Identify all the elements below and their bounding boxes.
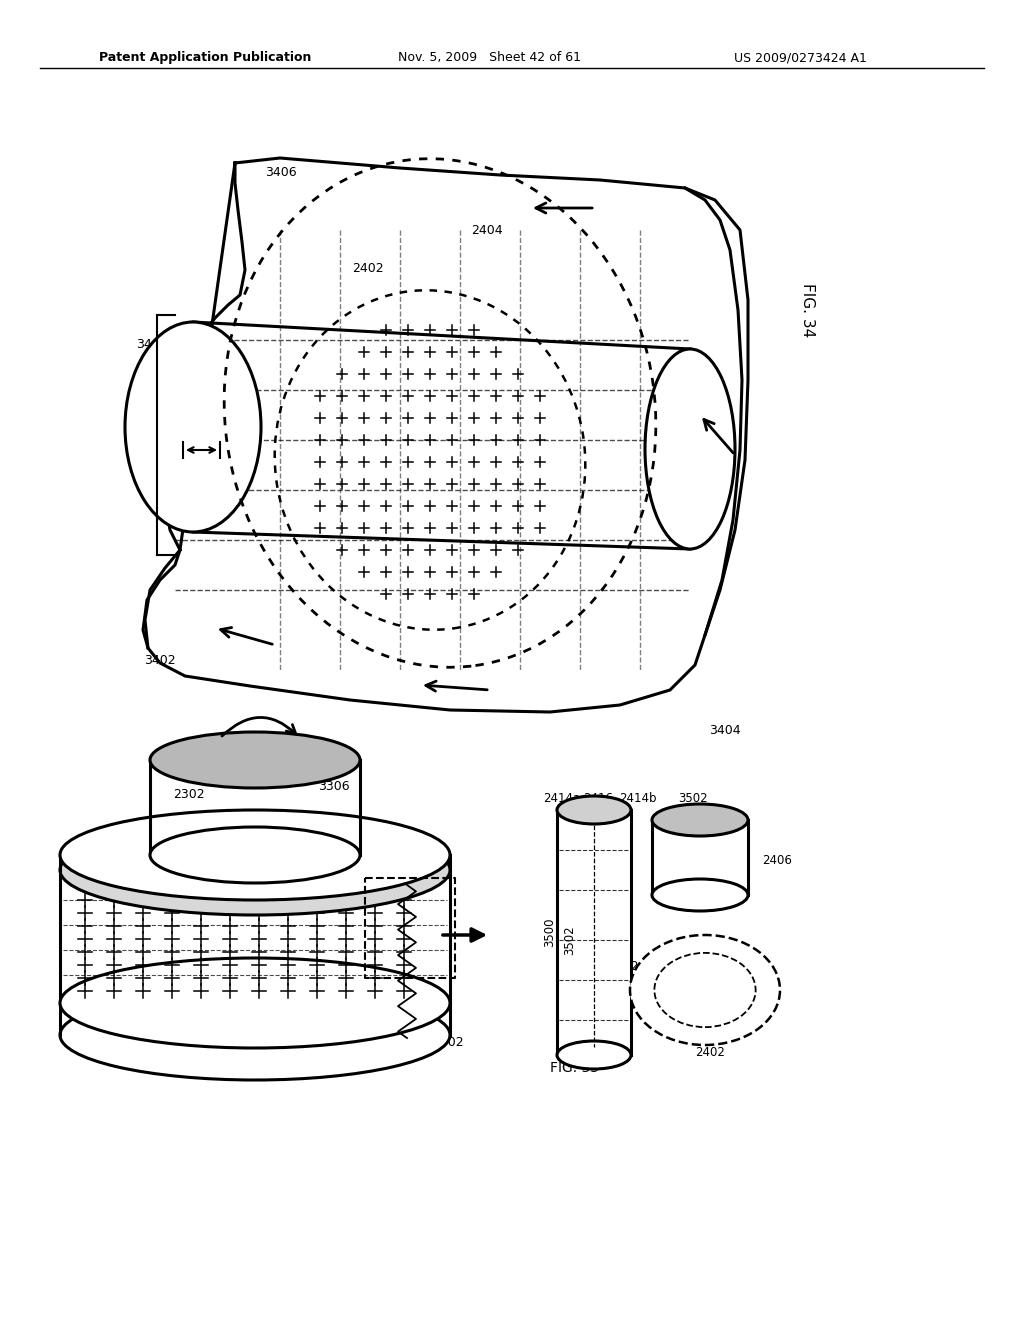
Text: 2306: 2306 [135,887,167,899]
Text: 3304: 3304 [418,861,450,874]
Ellipse shape [150,733,360,788]
Text: Nov. 5, 2009   Sheet 42 of 61: Nov. 5, 2009 Sheet 42 of 61 [398,51,582,65]
Ellipse shape [652,879,748,911]
Ellipse shape [60,810,450,900]
Ellipse shape [557,1041,631,1069]
Ellipse shape [557,796,631,824]
Text: 2404: 2404 [471,223,503,236]
Text: 2406: 2406 [630,961,660,974]
Ellipse shape [630,935,780,1045]
Polygon shape [143,158,748,711]
Text: FIG. 35: FIG. 35 [550,1061,599,1074]
Text: FIG. 33: FIG. 33 [160,744,209,759]
Text: 3400: 3400 [136,338,168,351]
Text: US 2009/0273424 A1: US 2009/0273424 A1 [733,51,866,65]
Text: 3406: 3406 [265,165,297,178]
Ellipse shape [150,828,360,883]
Text: 2414: 2414 [143,432,175,445]
Ellipse shape [60,825,450,915]
Text: 3302: 3302 [432,1035,464,1048]
Text: 2302: 2302 [173,788,205,801]
Text: 3502: 3502 [563,925,577,954]
Text: 2402: 2402 [695,1045,725,1059]
Ellipse shape [125,322,261,532]
Ellipse shape [654,953,756,1027]
Text: 2402: 2402 [352,261,384,275]
Text: 2414b: 2414b [620,792,656,804]
Ellipse shape [60,958,450,1048]
Ellipse shape [645,348,735,549]
Text: FIG. 34: FIG. 34 [800,282,815,337]
Ellipse shape [60,990,450,1080]
Text: 3404: 3404 [710,723,740,737]
Text: 2406: 2406 [178,474,210,487]
Text: 3402: 3402 [144,653,176,667]
Ellipse shape [652,804,748,836]
Text: 3500: 3500 [544,917,556,946]
Text: 2416: 2416 [583,792,613,804]
Text: Patent Application Publication: Patent Application Publication [98,51,311,65]
Text: 3306: 3306 [318,780,349,792]
Text: 2406: 2406 [762,854,792,866]
Text: 2414a: 2414a [544,792,581,804]
Text: 3502: 3502 [678,792,708,804]
